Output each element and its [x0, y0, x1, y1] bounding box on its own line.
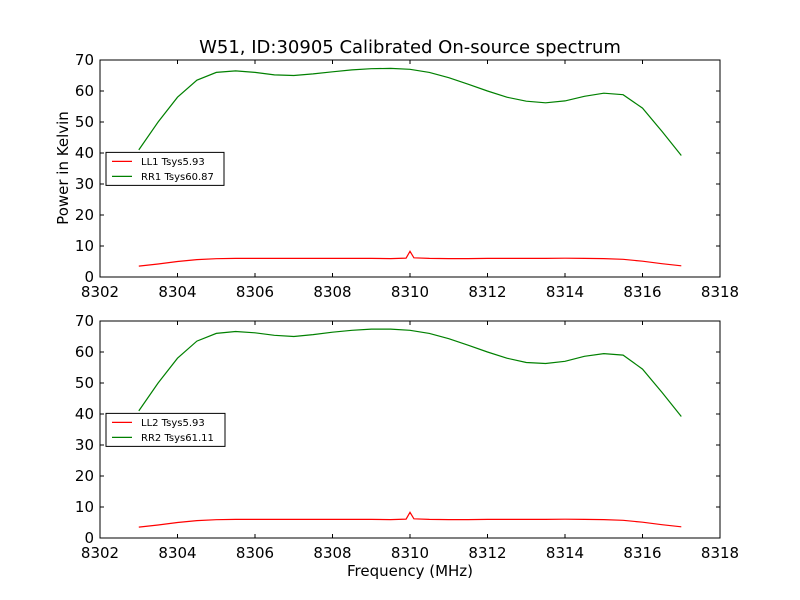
bottom-x-tick-label: 8308 [313, 544, 351, 562]
bottom-legend-label-2: RR2 Tsys61.11 [141, 433, 214, 444]
top-legend-label-2: RR1 Tsys60.87 [141, 172, 214, 183]
top-x-tick-label: 8314 [546, 283, 584, 301]
y-axis-label: Power in Kelvin [54, 111, 72, 225]
top-y-tick-label: 70 [75, 51, 94, 69]
bottom-y-tick-label: 0 [84, 529, 94, 547]
bottom-legend-label-1: LL2 Tsys5.93 [141, 418, 205, 429]
top-x-tick-label: 8312 [468, 283, 506, 301]
top-y-tick-label: 30 [75, 175, 94, 193]
top-legend-box [105, 151, 225, 186]
bottom-x-tick-label: 8312 [468, 544, 506, 562]
bottom-legend-box [105, 412, 226, 447]
top-y-tick-label: 0 [84, 268, 94, 286]
top-legend: LL1 Tsys5.93 RR1 Tsys60.87 [105, 151, 225, 186]
top-x-tick-label: 8306 [236, 283, 274, 301]
bottom-legend: LL2 Tsys5.93 RR2 Tsys61.11 [105, 412, 226, 447]
top-panel: 8302 8304 8306 8308 8310 8312 8314 8316 8318 0 10 2… [75, 51, 739, 301]
top-x-tick-label: 8310 [391, 283, 429, 301]
bottom-y-tick-label: 70 [75, 312, 94, 330]
bottom-x-tick-label: 8314 [546, 544, 584, 562]
top-x-tick-label: 8318 [701, 283, 739, 301]
top-series-line-2 [138, 67, 682, 156]
top-y-tick-label: 20 [75, 206, 94, 224]
top-y-tick-label: 50 [75, 113, 94, 131]
top-x-tick-label: 8316 [623, 283, 661, 301]
bottom-x-tick-label: 8318 [701, 544, 739, 562]
bottom-x-tick-label: 8310 [391, 544, 429, 562]
top-legend-label-1: LL1 Tsys5.93 [141, 157, 205, 168]
x-axis-label: Frequency (MHz) [347, 562, 473, 580]
top-y-tick-label: 10 [75, 237, 94, 255]
top-y-tick-label: 40 [75, 144, 94, 162]
bottom-y-tick-label: 30 [75, 436, 94, 454]
top-x-tick-label: 8304 [158, 283, 196, 301]
bottom-panel: 8302 8304 8306 8308 8310 8312 8314 8316 8318 0 10 2… [75, 312, 739, 562]
bottom-y-tick-label: 40 [75, 405, 94, 423]
top-series-line-1 [138, 250, 682, 267]
top-x-tick-label: 8308 [313, 283, 351, 301]
bottom-x-tick-label: 8304 [158, 544, 196, 562]
figure-title: W51, ID:30905 Calibrated On-source spect… [199, 37, 621, 58]
top-y-tick-label: 60 [75, 82, 94, 100]
bottom-y-tick-label: 20 [75, 467, 94, 485]
top-x-tick-label: 8302 [81, 283, 119, 301]
bottom-series-line-2 [138, 328, 682, 417]
bottom-y-tick-label: 10 [75, 498, 94, 516]
bottom-x-tick-label: 8306 [236, 544, 274, 562]
bottom-y-tick-label: 50 [75, 374, 94, 392]
bottom-y-tick-label: 60 [75, 343, 94, 361]
bottom-x-tick-label: 8302 [81, 544, 119, 562]
bottom-x-tick-label: 8316 [623, 544, 661, 562]
bottom-series-line-1 [138, 511, 682, 528]
